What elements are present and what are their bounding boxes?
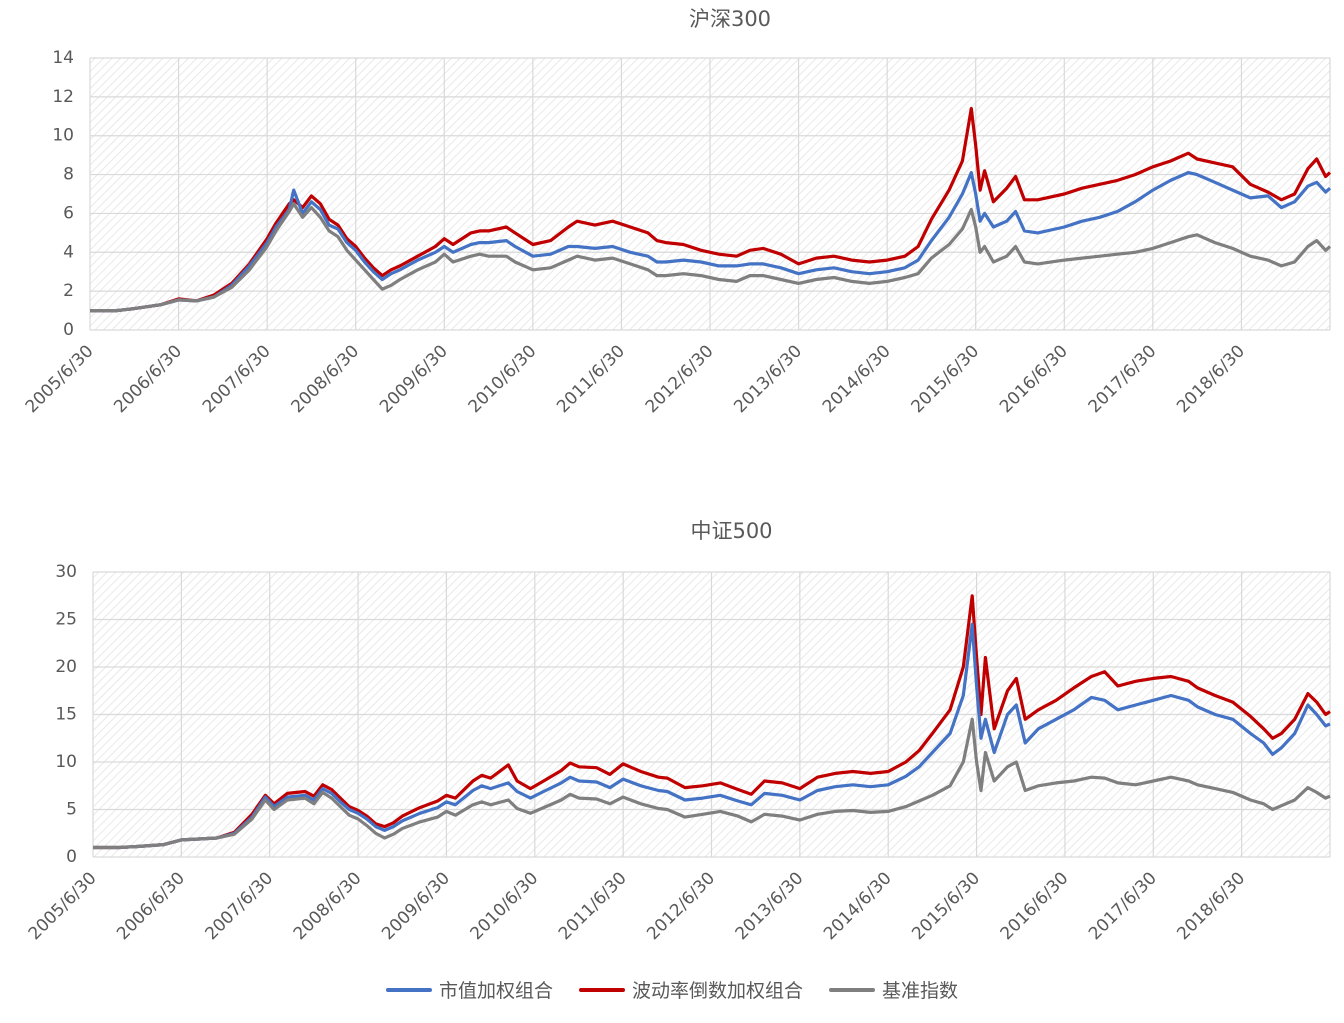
x-tick-label: 2015/6/30	[907, 341, 983, 417]
series-line-inverse-volatility	[93, 594, 1331, 850]
legend-label: 基准指数	[882, 980, 959, 1002]
legend-swatch	[829, 987, 875, 992]
x-tick-label: 2016/6/30	[996, 341, 1072, 417]
series-line-benchmark	[90, 202, 1332, 313]
x-tick-label: 2013/6/30	[730, 341, 806, 417]
y-tick-label: 6	[63, 203, 74, 223]
legend-swatch	[578, 987, 625, 992]
legend-item-market-cap: 市值加权组合	[385, 976, 553, 1003]
x-tick-label: 2010/6/30	[467, 868, 543, 944]
x-tick-label: 2011/6/30	[553, 341, 629, 417]
legend-item-benchmark: 基准指数	[829, 976, 958, 1003]
x-tick-label: 2015/6/30	[908, 868, 984, 944]
y-tick-label: 0	[66, 847, 77, 867]
y-tick-label: 10	[55, 752, 77, 772]
x-tick-label: 2016/6/30	[997, 868, 1073, 944]
x-tick-label: 2007/6/30	[199, 341, 275, 417]
y-tick-label: 4	[63, 242, 74, 262]
chart-title: 中证500	[690, 519, 772, 543]
y-tick-label: 5	[66, 800, 77, 820]
x-tick-label: 2008/6/30	[287, 341, 363, 417]
x-tick-label: 2007/6/30	[201, 868, 277, 944]
x-tick-label: 2006/6/30	[113, 868, 189, 944]
y-tick-label: 30	[55, 562, 77, 582]
chart-panel-1: 沪深300 0 2 4 6 8 10 12 14 2005/6/30 2006/6/30 2007/6…	[22, 7, 1332, 417]
x-tick-label: 2011/6/30	[555, 868, 631, 944]
y-tick-label: 14	[52, 48, 74, 68]
x-tick-label: 2005/6/30	[25, 868, 101, 944]
x-tick-label: 2012/6/30	[643, 868, 719, 944]
legend-label: 市值加权组合	[438, 980, 553, 1002]
x-tick-label: 2008/6/30	[290, 868, 366, 944]
x-tick-label: 2013/6/30	[732, 868, 808, 944]
x-tick-label: 2010/6/30	[465, 341, 541, 417]
x-tick-label: 2017/6/30	[1085, 341, 1161, 417]
y-tick-label: 12	[52, 87, 74, 107]
x-tick-label: 2017/6/30	[1085, 868, 1161, 944]
y-tick-label: 2	[63, 281, 74, 301]
y-tick-label: 20	[55, 657, 77, 677]
x-tick-label: 2018/6/30	[1173, 868, 1249, 944]
series-line-market-cap	[93, 622, 1331, 850]
x-tick-label: 2018/6/30	[1173, 341, 1249, 417]
series-line-benchmark	[93, 717, 1331, 850]
y-tick-label: 8	[63, 165, 74, 185]
series-line-inverse-volatility	[90, 106, 1332, 313]
y-tick-label: 10	[52, 126, 74, 146]
x-tick-label: 2009/6/30	[378, 868, 454, 944]
chart-title: 沪深300	[689, 7, 771, 31]
legend-label: 波动率倒数加权组合	[631, 980, 803, 1002]
y-tick-label: 15	[55, 705, 77, 725]
x-tick-label: 2005/6/30	[22, 341, 98, 417]
x-tick-label: 2012/6/30	[642, 341, 718, 417]
y-tick-label: 25	[55, 610, 77, 630]
x-tick-label: 2009/6/30	[376, 341, 452, 417]
x-tick-label: 2006/6/30	[110, 341, 186, 417]
chart-panel-2: 中证500 0 5 10 15 20 25 30 2005/6/30 2006/6/30 2007/…	[25, 519, 1331, 944]
legend-swatch	[385, 987, 432, 992]
y-tick-label: 0	[63, 320, 74, 340]
x-tick-label: 2014/6/30	[820, 868, 896, 944]
x-tick-label: 2014/6/30	[819, 341, 895, 417]
series-line-market-cap	[90, 171, 1332, 313]
chart-legend: 市值加权组合 波动率倒数加权组合 基准指数	[0, 976, 1344, 1003]
legend-item-inverse-volatility: 波动率倒数加权组合	[578, 976, 803, 1003]
